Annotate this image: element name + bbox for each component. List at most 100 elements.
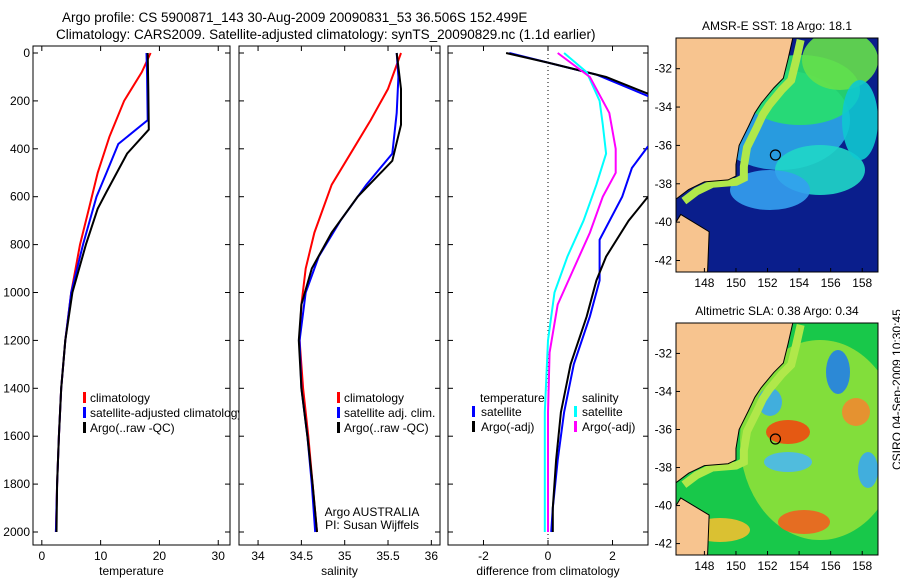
y-tick-label: -38 [655, 461, 673, 475]
y-tick-label: -34 [655, 384, 673, 398]
legend-swatch [472, 421, 475, 432]
argo-location-marker [769, 433, 782, 445]
y-tick-label: -42 [655, 253, 673, 267]
field-blob [778, 510, 830, 534]
legend-label: Argo(..raw -QC) [344, 421, 429, 435]
y-tick-label: -34 [655, 100, 673, 114]
y-tick-label: 1600 [3, 429, 30, 443]
field-blob [826, 350, 850, 394]
legend-swatch [337, 407, 340, 418]
map-image [676, 323, 878, 555]
y-tick-label: -38 [655, 177, 673, 191]
x-axis-label: temperature [99, 564, 164, 578]
y-tick-label: 2000 [3, 525, 30, 539]
map-frame [675, 37, 879, 273]
y-tick-label: -36 [655, 138, 673, 152]
x-tick-label: 0 [545, 549, 552, 563]
y-tick-label: -40 [655, 499, 673, 513]
legend-swatch [83, 422, 86, 433]
map-panel-sst: AMSR-E SST: 18 Argo: 18.1 148 150 152 154 156… [655, 19, 879, 290]
tasmania-land [676, 213, 710, 272]
x-tick-label: 152 [758, 559, 778, 573]
shelf-band [681, 324, 805, 488]
coastline [676, 323, 794, 484]
field-blob [842, 80, 878, 160]
legend-label: satellite [582, 405, 623, 419]
plot-frame [32, 45, 231, 546]
y-tick-label: 1800 [3, 477, 30, 491]
field-blob [766, 420, 810, 444]
y-tick-label: 600 [10, 190, 30, 204]
side-credit-label: CSIRO 04-Sep-2009 10:30:45 [890, 309, 900, 470]
argo-location-marker [769, 149, 782, 161]
legend-label: satellite [481, 405, 522, 419]
legend-swatch [574, 421, 577, 432]
x-tick-label: 148 [694, 276, 714, 290]
legend-swatch [337, 422, 340, 433]
legend-header: temperature [480, 391, 545, 405]
x-tick-label: 158 [852, 276, 872, 290]
x-tick-label: 30 [212, 549, 226, 563]
y-tick-label: -42 [655, 537, 673, 551]
y-tick-label: 200 [10, 94, 30, 108]
series-line-temperature-satellite-deep [550, 145, 648, 533]
y-tick-label: 1200 [3, 333, 30, 347]
y-tick-label: 1400 [3, 381, 30, 395]
figure-title-line2: Climatology: CARS2009. Satellite-adjuste… [56, 27, 596, 42]
shelf-band [681, 39, 805, 205]
plot-frame [238, 45, 441, 546]
land-mask [676, 323, 793, 483]
field-anomalies [690, 340, 878, 542]
annotation-text: Argo AUSTRALIA [325, 505, 420, 519]
legend-label: satellite adj. clim. [344, 406, 435, 420]
series-line-salinity-satellite [543, 52, 608, 532]
legend-swatch [83, 407, 86, 418]
coastline [676, 38, 794, 200]
legend-swatch [337, 392, 340, 403]
series-line-salinity-argo-adj- [547, 52, 617, 532]
profile-panel-1: 0 10 20 30 0 200 400 600 800 1000 1200 1400 1600 1800… [3, 45, 243, 578]
map-title: Altimetric SLA: 0.38 Argo: 0.34 [695, 304, 859, 318]
x-tick-label: 10 [94, 549, 108, 563]
series-line-temperature-argo-adj- [505, 52, 648, 95]
x-tick-label: 154 [789, 559, 809, 573]
field-blob [802, 38, 878, 90]
x-tick-label: 152 [758, 276, 778, 290]
legend-swatch [574, 406, 577, 417]
x-tick-label: 150 [726, 276, 746, 290]
y-tick-label: 400 [10, 142, 30, 156]
annotation-text: PI: Susan Wijffels [325, 518, 419, 532]
x-axis-label: salinity [321, 564, 358, 578]
series-line-argo-raw-qc- [55, 52, 150, 533]
x-tick-label: 150 [726, 559, 746, 573]
map-title: AMSR-E SST: 18 Argo: 18.1 [702, 19, 852, 33]
legend-label: satellite-adjusted climatology [90, 406, 243, 420]
series-line-temperature-argo-adj-deep [551, 196, 648, 532]
x-tick-label: 20 [153, 549, 167, 563]
legend-swatch [472, 406, 475, 417]
legend-swatch [83, 392, 86, 403]
tasmania-land [676, 497, 710, 555]
legend-label: climatology [90, 391, 150, 405]
x-tick-label: 158 [852, 559, 872, 573]
y-tick-label: -32 [655, 62, 673, 76]
legend-label: Argo(-adj) [481, 420, 534, 434]
x-tick-label: 34 [251, 549, 265, 563]
series-line-argo-raw-qc- [297, 52, 402, 533]
legend-label: Argo(-adj) [582, 420, 635, 434]
legend-header: salinity [582, 391, 619, 405]
y-tick-label: 1000 [3, 286, 30, 300]
field-blob [730, 170, 810, 210]
land-mask [676, 38, 793, 200]
profile-panel-2: 34 34.5 35 35.5 36 salinity climatologysatelli… [238, 45, 441, 578]
x-tick-label: -2 [478, 549, 489, 563]
y-tick-label: 0 [23, 46, 30, 60]
x-tick-label: 36 [425, 549, 439, 563]
x-tick-label: 156 [821, 559, 841, 573]
field-blob [858, 452, 878, 488]
figure-title-line1: Argo profile: CS 5900871_143 30-Aug-2009… [62, 10, 528, 25]
map-panel-sla: Altimetric SLA: 0.38 Argo: 0.34 148 150 152… [655, 304, 879, 573]
